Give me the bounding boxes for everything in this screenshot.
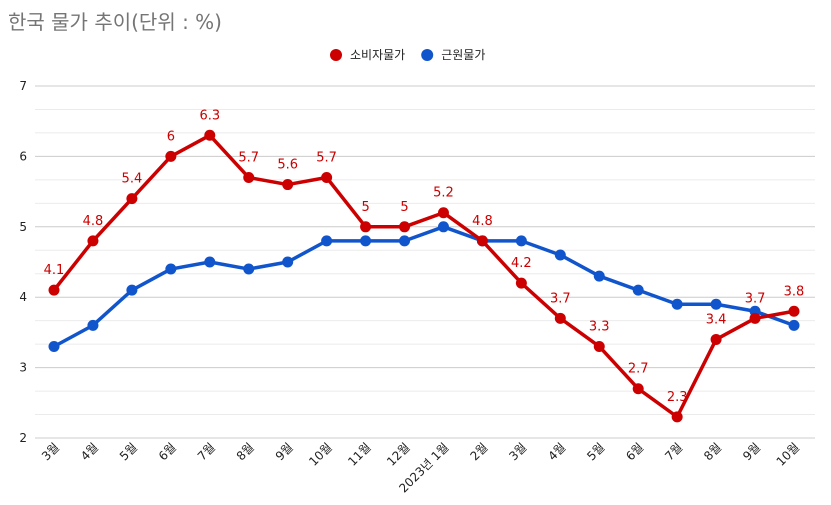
data-point: [282, 256, 294, 268]
data-point: [554, 312, 566, 324]
x-tick-label: 11월: [345, 440, 374, 469]
x-tick-label: 5월: [117, 440, 140, 463]
data-point: [710, 333, 722, 345]
data-point: [126, 193, 138, 205]
data-point: [515, 277, 527, 289]
data-point: [399, 235, 411, 247]
x-tick-label: 8월: [701, 440, 724, 463]
data-label: 2.3: [667, 390, 688, 405]
chart-title: 한국 물가 추이(단위 : %): [8, 10, 222, 34]
x-tick-label: 3월: [39, 440, 62, 463]
x-tick-label: 10월: [306, 440, 335, 469]
y-tick-label: 4: [19, 290, 27, 304]
data-label: 3.7: [745, 291, 766, 306]
data-point: [399, 221, 411, 233]
x-tick-label: 7월: [662, 440, 685, 463]
data-point: [788, 305, 800, 317]
data-label: 3.7: [550, 291, 571, 306]
y-tick-label: 7: [19, 79, 27, 93]
data-point: [204, 256, 216, 268]
data-point: [243, 263, 255, 275]
data-label: 5: [400, 200, 408, 215]
data-label: 3.4: [706, 312, 727, 327]
data-point: [360, 235, 372, 247]
data-point: [476, 235, 488, 247]
data-point: [632, 284, 644, 296]
series-line: [52, 133, 795, 419]
data-label: 5.6: [277, 158, 298, 173]
data-label: 5.2: [433, 186, 454, 201]
data-label: 5.7: [316, 151, 337, 166]
data-label: 4.2: [511, 256, 532, 271]
data-point: [671, 411, 683, 423]
x-tick-label: 3월: [506, 440, 529, 463]
data-label: 4.8: [83, 214, 104, 229]
x-tick-label: 4월: [545, 440, 568, 463]
data-point: [321, 172, 333, 184]
data-point: [282, 179, 294, 191]
x-tick-label: 9월: [740, 440, 763, 463]
data-label: 3.8: [784, 284, 805, 299]
data-label: 2.7: [628, 362, 649, 377]
data-point: [515, 235, 527, 247]
x-tick-label: 7월: [195, 440, 218, 463]
series-line: [53, 225, 795, 349]
x-tick-label: 10월: [774, 440, 803, 469]
data-point: [593, 270, 605, 282]
data-point: [48, 284, 60, 296]
y-tick-label: 5: [19, 220, 27, 234]
data-point: [126, 284, 138, 296]
data-label: 5.4: [122, 172, 143, 187]
y-tick-label: 2: [19, 431, 27, 445]
x-tick-label: 6월: [156, 440, 179, 463]
y-tick-label: 6: [19, 149, 27, 163]
data-point: [165, 150, 177, 162]
x-tick-label: 4월: [78, 440, 101, 463]
x-tick-label: 2월: [467, 440, 490, 463]
data-point: [87, 319, 99, 331]
data-point: [165, 263, 177, 275]
data-label: 4.1: [44, 263, 65, 278]
x-tick-label: 5월: [584, 440, 607, 463]
data-point: [710, 298, 722, 310]
legend-label: 근원물가: [441, 48, 485, 62]
data-point: [437, 221, 449, 233]
data-point: [437, 207, 449, 219]
data-point: [749, 312, 761, 324]
data-point: [87, 235, 99, 247]
data-point: [593, 340, 605, 352]
legend-marker: [421, 49, 434, 61]
data-point: [554, 249, 566, 261]
data-label: 6: [167, 129, 175, 144]
data-label: 5: [361, 200, 369, 215]
data-point: [204, 129, 216, 141]
data-label: 6.3: [199, 108, 220, 123]
data-point: [788, 319, 800, 331]
data-label: 3.3: [589, 319, 610, 334]
data-label: 4.8: [472, 214, 493, 229]
legend-marker: [330, 49, 342, 61]
data-point: [360, 221, 372, 233]
data-point: [321, 235, 333, 247]
x-tick-label: 8월: [234, 440, 257, 463]
x-tick-label: 6월: [623, 440, 646, 463]
x-tick-label: 9월: [273, 440, 296, 463]
x-tick-label: 12월: [384, 440, 413, 469]
data-point: [671, 298, 683, 310]
legend-label: 소비자물가: [350, 48, 405, 62]
data-label: 5.7: [238, 151, 259, 166]
y-tick-label: 3: [19, 361, 27, 375]
data-point: [48, 340, 60, 352]
data-point: [243, 172, 255, 184]
data-point: [632, 383, 644, 395]
